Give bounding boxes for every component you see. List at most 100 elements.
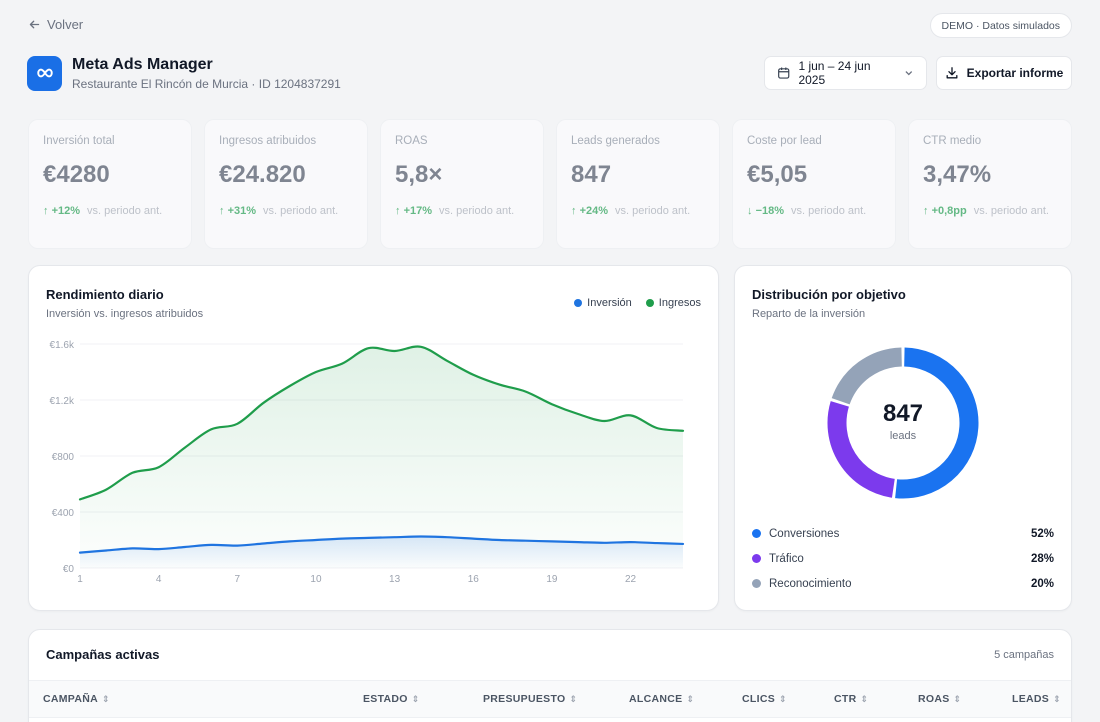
x-tick-label: 19 <box>546 574 558 585</box>
kpi-label: CTR medio <box>923 135 982 147</box>
kpi-delta: ↑ +12% <box>43 205 81 217</box>
arrow-left-icon <box>29 20 40 29</box>
campaigns-title: Campañas activas <box>46 647 160 662</box>
x-tick-label: 13 <box>389 574 401 585</box>
meta-logo-icon <box>27 55 62 91</box>
column-header-clicks[interactable]: CLICS ⇕ <box>742 693 787 705</box>
column-header-status[interactable]: ESTADO ⇕ <box>363 693 420 705</box>
y-tick-label: €800 <box>52 452 75 463</box>
kpi-value: 5,8× <box>395 161 443 188</box>
kpi-card: Inversión total €4280 ↑ +12% vs. periodo … <box>28 119 192 249</box>
distribution-pct: 28% <box>1030 552 1054 565</box>
distribution-item: Conversiones 52% <box>752 521 1054 546</box>
kpi-compare: vs. periodo ant. <box>439 205 515 217</box>
column-header-leads[interactable]: LEADS ⇕ <box>1012 693 1061 705</box>
kpi-card: Leads generados 847 ↑ +24% vs. periodo an… <box>556 119 720 249</box>
export-label: Exportar informe <box>966 66 1064 80</box>
series-line-ingresos <box>78 345 685 501</box>
campaigns-count: 5 campañas <box>994 648 1054 661</box>
distribution-name: Conversiones <box>769 527 840 540</box>
calendar-icon <box>778 67 790 79</box>
kpi-row: Inversión total €4280 ↑ +12% vs. periodo … <box>28 119 1072 249</box>
series-area-inversion <box>80 536 683 568</box>
distribution-item: Tráfico 28% <box>752 546 1054 571</box>
sort-icon: ⇕ <box>102 693 110 704</box>
brand-header: Meta Ads Manager Restaurante El Rincón d… <box>27 55 341 91</box>
sort-icon: ⇕ <box>779 693 787 704</box>
chevron-down-icon <box>905 71 913 76</box>
distribution-pct: 52% <box>1030 527 1054 540</box>
campaigns-card: Campañas activas 5 campañas CAMPAÑA ⇕ EST… <box>28 629 1072 722</box>
donut-slice-reconocimiento[interactable] <box>831 347 903 405</box>
account-subtitle: Restaurante El Rincón de Murcia · ID 120… <box>72 77 341 91</box>
y-tick-label: €1.6k <box>50 340 75 351</box>
distribution-name: Reconocimiento <box>769 577 852 590</box>
sort-icon: ⇕ <box>686 693 695 704</box>
kpi-value: 847 <box>571 161 612 188</box>
series-line-inversion <box>78 535 685 554</box>
sort-icon: ⇕ <box>411 693 420 704</box>
arrow-up-icon: ↑ <box>923 205 932 217</box>
kpi-delta: ↑ +24% <box>571 205 609 217</box>
back-link[interactable]: Volver <box>28 17 83 32</box>
x-tick-label: 1 <box>77 574 83 585</box>
arrow-up-icon: ↑ <box>395 205 404 217</box>
kpi-compare: vs. periodo ant. <box>87 205 163 217</box>
arrow-up-icon: ↑ <box>571 205 580 217</box>
export-report-button[interactable]: Exportar informe <box>936 56 1072 90</box>
arrow-up-icon: ↑ <box>43 205 52 217</box>
kpi-value: €24.820 <box>219 161 306 188</box>
distribution-legend: Conversiones 52% Tráfico 28% Reconocimie… <box>752 521 1054 596</box>
column-header-budget[interactable]: PRESUPUESTO ⇕ <box>483 693 578 705</box>
column-header-reach[interactable]: ALCANCE ⇕ <box>629 693 695 705</box>
distribution-name: Tráfico <box>769 552 804 565</box>
distribution-card: Distribución por objetivo Reparto de la … <box>734 265 1072 611</box>
x-tick-label: 4 <box>156 574 162 585</box>
page-title: Meta Ads Manager <box>72 56 213 73</box>
performance-card: Rendimiento diario Inversión vs. ingreso… <box>28 265 719 611</box>
kpi-delta: ↓ −18% <box>747 205 785 217</box>
date-range-label: 1 jun – 24 jun 2025 <box>798 59 871 87</box>
kpi-label: Leads generados <box>571 135 660 147</box>
donut-slice-tráfico[interactable] <box>827 401 896 498</box>
kpi-value: €4280 <box>43 161 110 188</box>
distribution-title: Distribución por objetivo <box>752 287 906 302</box>
column-header-ctr[interactable]: CTR ⇕ <box>834 693 869 705</box>
kpi-delta: ↑ +0,8pp <box>923 205 967 217</box>
distribution-pct: 20% <box>1030 577 1054 590</box>
column-header-roas[interactable]: ROAS ⇕ <box>918 693 962 705</box>
column-header-campaign[interactable]: CAMPAÑA ⇕ <box>43 693 110 705</box>
kpi-compare: vs. periodo ant. <box>973 205 1049 217</box>
legend-item-ingresos: Ingresos <box>645 297 701 309</box>
kpi-label: ROAS <box>395 135 428 147</box>
sort-icon: ⇕ <box>569 693 578 704</box>
y-tick-label: €400 <box>52 508 75 519</box>
kpi-value: €5,05 <box>747 161 808 188</box>
donut-center-value: 847 <box>882 400 924 427</box>
performance-chart: €0 €400 €800 €1.2k €1.6k 1 4 7 10 13 16 19 22 <box>50 340 685 585</box>
x-tick-label: 7 <box>235 574 241 585</box>
y-tick-label: €1.2k <box>50 396 75 407</box>
donut-slice-conversiones[interactable] <box>895 347 979 499</box>
donut-center-label: leads <box>889 430 917 442</box>
x-tick-label: 22 <box>625 574 637 585</box>
back-label: Volver <box>47 17 84 32</box>
kpi-compare: vs. periodo ant. <box>615 205 691 217</box>
y-tick-label: €0 <box>63 564 75 575</box>
kpi-value: 3,47% <box>923 161 992 188</box>
campaigns-table-header: CAMPAÑA ⇕ ESTADO ⇕ PRESUPUESTO ⇕ ALCANCE ⇕ C… <box>29 680 1071 718</box>
kpi-label: Ingresos atribuidos <box>219 135 317 147</box>
distribution-item: Reconocimiento 20% <box>752 571 1054 596</box>
date-range-picker[interactable]: 1 jun – 24 jun 2025 <box>764 56 927 90</box>
demo-badge: DEMO · Datos simulados <box>929 13 1072 38</box>
legend-item-inversion: Inversión <box>574 297 632 309</box>
sort-icon: ⇕ <box>860 693 869 704</box>
kpi-card: Ingresos atribuidos €24.820 ↑ +31% vs. pe… <box>204 119 368 249</box>
x-tick-label: 16 <box>468 574 480 585</box>
kpi-card: Coste por lead €5,05 ↓ −18% vs. periodo a… <box>732 119 896 249</box>
download-icon <box>946 67 958 79</box>
arrow-down-icon: ↓ <box>747 205 756 217</box>
performance-subtitle: Inversión vs. ingresos atribuidos <box>46 308 204 320</box>
kpi-delta: ↑ +31% <box>219 205 257 217</box>
kpi-label: Coste por lead <box>747 135 822 147</box>
